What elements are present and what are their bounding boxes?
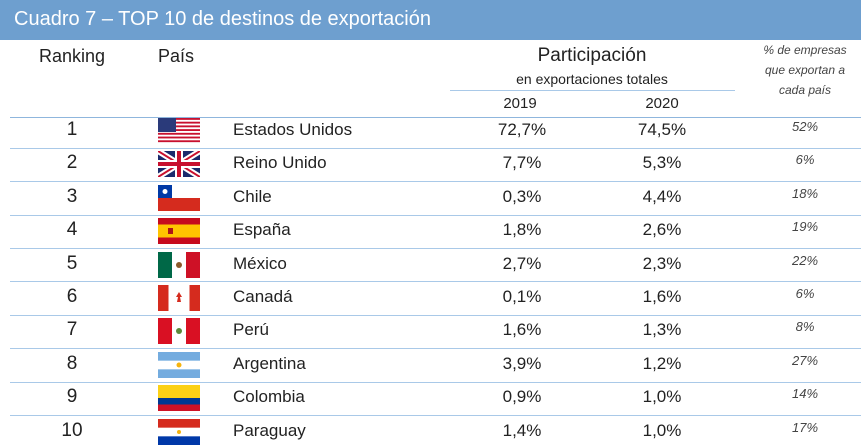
flag-icon <box>158 285 200 311</box>
country-cell: Chile <box>233 186 272 206</box>
country-cell: Estados Unidos <box>233 120 353 139</box>
share-cell: 8% <box>795 319 815 335</box>
table-title: Cuadro 7 – TOP 10 de destinos de exporta… <box>14 8 431 30</box>
share-cell: 27% <box>791 352 819 368</box>
country-cell: Colombia <box>233 387 305 407</box>
flag-icon <box>158 218 200 245</box>
row-separator <box>10 247 861 249</box>
flag-icon <box>158 318 200 345</box>
flag-icon <box>158 351 200 378</box>
value-2019-cell: 1,6% <box>502 320 542 340</box>
value-2019-cell: 1,8% <box>502 220 542 240</box>
rank-cell: 5 <box>66 252 78 274</box>
value-2019-cell: 0,3% <box>502 186 542 206</box>
value-2020-cell: 1,0% <box>642 420 682 440</box>
rank-cell: 10 <box>61 419 83 441</box>
share-cell: 52% <box>791 119 819 134</box>
row-separator <box>10 381 861 383</box>
value-2020-cell: 1,0% <box>642 387 682 407</box>
participation-header: Participación <box>537 45 647 66</box>
share-cell: 18% <box>791 185 819 201</box>
flag-icon <box>158 118 200 143</box>
flag-icon <box>158 251 200 278</box>
value-2020-cell: 5,3% <box>642 153 682 173</box>
share-cell: 6% <box>795 152 815 168</box>
share-header: cada país <box>778 83 832 97</box>
value-2019-cell: 2,7% <box>502 253 542 273</box>
rank-cell: 4 <box>66 219 78 241</box>
row-separator <box>10 414 861 416</box>
row-separator <box>10 214 861 216</box>
value-2019-cell: 72,7% <box>497 120 547 139</box>
flag-icon <box>158 151 200 178</box>
country-cell: México <box>233 253 287 273</box>
value-2020-cell: 1,2% <box>642 353 682 373</box>
country-cell: España <box>233 220 291 240</box>
rank-cell: 9 <box>66 386 78 408</box>
value-2020-cell: 2,3% <box>642 253 682 273</box>
share-cell: 6% <box>795 286 815 301</box>
header-bottom-rule <box>10 117 861 118</box>
value-2019-cell: 7,7% <box>502 153 542 173</box>
title-bar <box>0 0 861 40</box>
country-cell: Paraguay <box>233 420 306 440</box>
share-header: que exportan a <box>764 63 846 77</box>
value-2019-cell: 0,1% <box>502 287 542 306</box>
share-cell: 22% <box>791 252 819 268</box>
row-separator <box>10 314 861 316</box>
participation-subheader: en exportaciones totales <box>516 71 668 87</box>
row-separator <box>10 281 861 283</box>
value-2020-cell: 1,3% <box>642 320 682 340</box>
row-separator <box>10 181 861 183</box>
value-2020-cell: 4,4% <box>642 186 682 206</box>
rank-cell: 2 <box>66 152 78 174</box>
value-2019-cell: 3,9% <box>502 353 542 373</box>
value-2020-cell: 1,6% <box>642 287 682 306</box>
rank-cell: 3 <box>66 185 78 207</box>
value-2019-cell: 1,4% <box>502 420 542 440</box>
share-cell: 14% <box>791 386 819 402</box>
rank-cell: 6 <box>66 286 78 307</box>
year-header: 2019 <box>503 95 537 112</box>
value-2020-cell: 74,5% <box>637 120 687 139</box>
share-cell: 17% <box>791 419 819 435</box>
rank-cell: 7 <box>66 319 78 341</box>
country-cell: Perú <box>233 320 269 340</box>
share-header: % de empresas <box>763 43 847 57</box>
share-cell: 19% <box>791 219 819 235</box>
year-header: 2020 <box>645 95 679 112</box>
country-cell: Argentina <box>233 353 306 373</box>
country-cell: Reino Unido <box>233 153 327 173</box>
rank-cell: 8 <box>66 352 78 374</box>
value-2020-cell: 2,6% <box>642 220 682 240</box>
header-rule <box>450 90 735 91</box>
rank-cell: 1 <box>66 119 78 140</box>
country-header: País <box>158 46 195 66</box>
ranking-header: Ranking <box>38 46 106 66</box>
flag-icon <box>158 418 200 445</box>
value-2019-cell: 0,9% <box>502 387 542 407</box>
row-separator <box>10 147 861 149</box>
flag-icon <box>158 385 200 412</box>
row-separator <box>10 348 861 350</box>
flag-icon <box>158 184 200 211</box>
country-cell: Canadá <box>233 287 293 306</box>
